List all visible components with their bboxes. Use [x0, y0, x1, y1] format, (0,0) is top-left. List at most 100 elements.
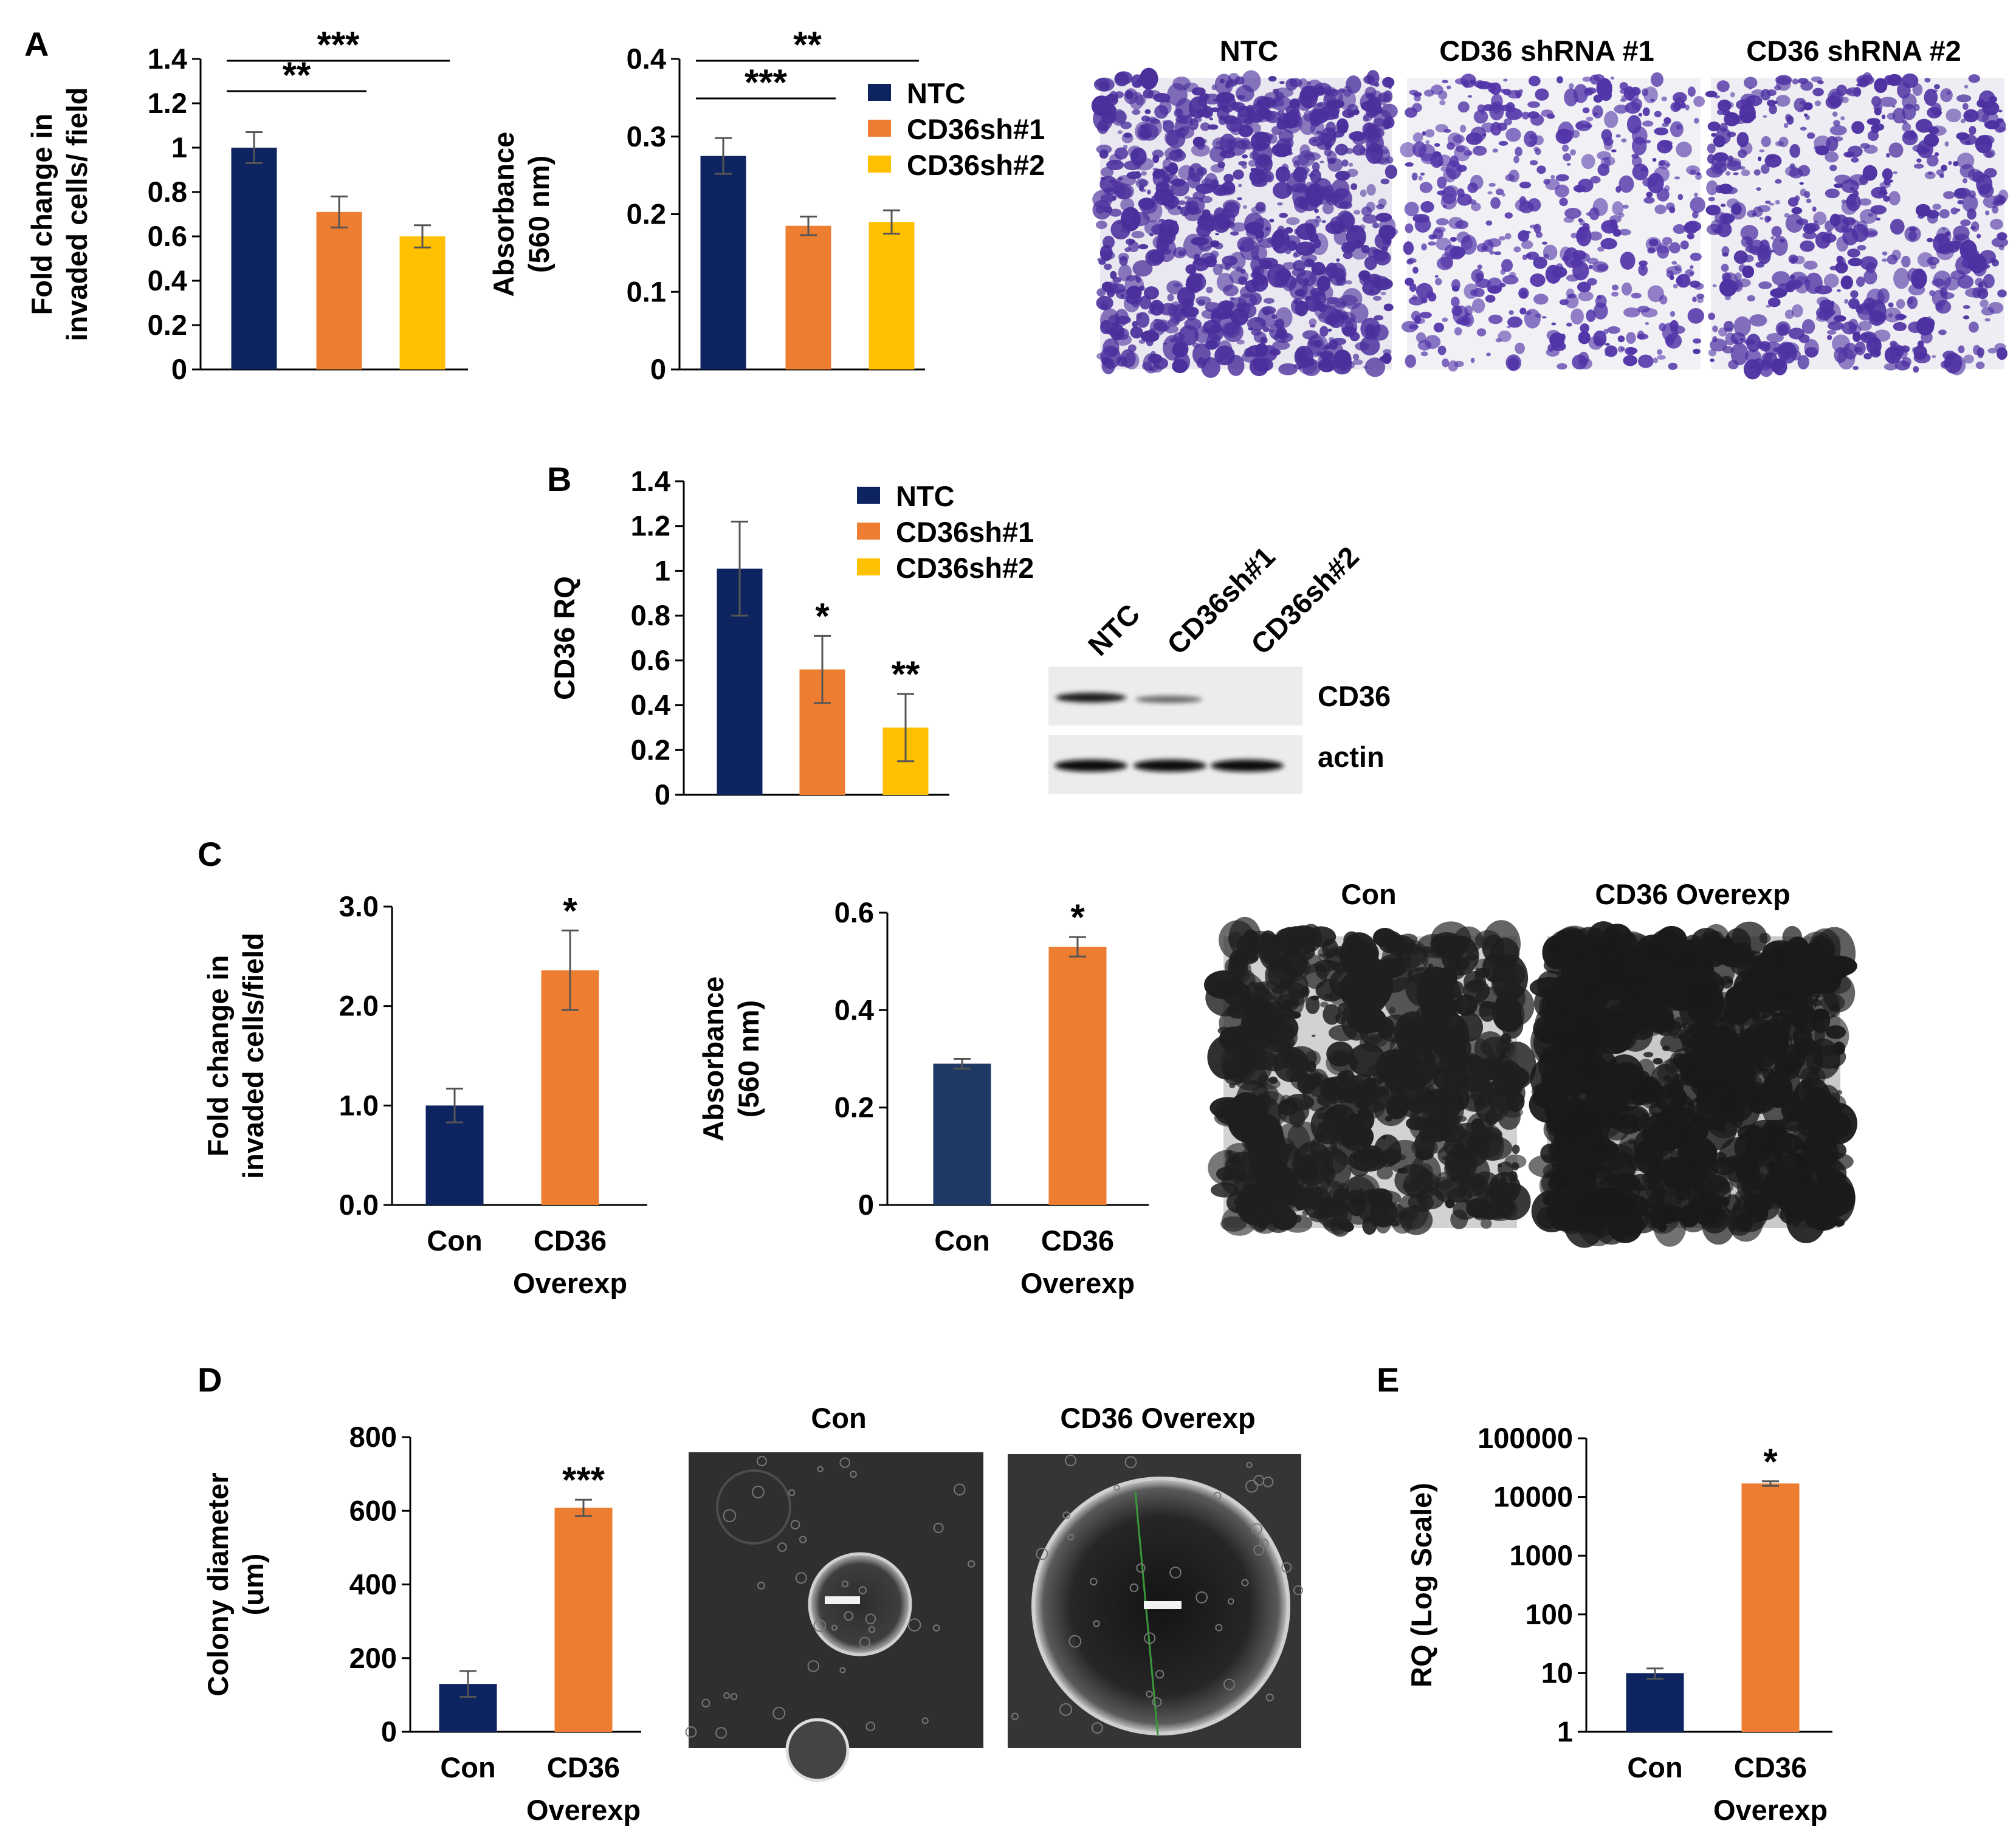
stained-cell	[1832, 334, 1850, 353]
stained-cell	[1795, 1017, 1808, 1027]
stained-cell	[1275, 318, 1285, 330]
significance-label: ***	[317, 24, 360, 65]
stained-cell	[1693, 338, 1702, 344]
stained-cell	[1775, 95, 1791, 107]
stained-cell	[1617, 346, 1624, 353]
stained-cell	[1626, 1173, 1658, 1191]
stained-cell	[1160, 192, 1176, 207]
stained-cell	[1893, 171, 1898, 174]
stained-cell	[1565, 295, 1579, 309]
stained-cell	[1461, 236, 1473, 250]
stained-cell	[1766, 333, 1784, 343]
stained-cell	[1835, 261, 1848, 273]
stained-cell	[1263, 167, 1268, 171]
stained-cell	[1348, 1043, 1386, 1077]
stained-cell	[1487, 191, 1493, 194]
stained-cell	[1315, 960, 1344, 982]
stained-cell	[1756, 187, 1761, 191]
stained-cell	[1915, 118, 1933, 133]
image-header-sh1: CD36 shRNA #1	[1439, 35, 1654, 67]
stained-cell	[1135, 94, 1146, 106]
stained-cell	[1507, 316, 1522, 328]
background-cell	[723, 1692, 730, 1699]
stained-cell	[1146, 116, 1157, 123]
y-axis-label: invaded cells/field	[237, 933, 269, 1179]
stained-cell	[1778, 973, 1784, 980]
stained-cell	[1440, 938, 1465, 961]
stained-cell	[1143, 89, 1154, 99]
stained-cell	[1168, 301, 1184, 320]
stained-cell	[1653, 938, 1659, 945]
stained-cell	[1842, 217, 1856, 225]
stained-cell	[1251, 329, 1262, 336]
stained-cell	[1722, 1003, 1752, 1024]
stained-cell	[1239, 286, 1253, 298]
stained-cell	[1935, 302, 1944, 311]
stained-cell	[1410, 1034, 1434, 1055]
stained-cell	[1915, 204, 1931, 217]
background-cell	[1250, 1523, 1262, 1535]
stained-cell	[1760, 217, 1764, 220]
stained-cell	[1579, 219, 1586, 226]
stained-cell	[1372, 295, 1382, 301]
stained-cell	[1501, 259, 1513, 272]
stained-cell	[1743, 77, 1758, 89]
stained-cell	[1557, 76, 1563, 84]
stained-cell	[1098, 81, 1110, 92]
y-axis-label: (560 nm)	[523, 156, 555, 273]
stained-cell	[1778, 1119, 1783, 1122]
stained-cell	[1815, 232, 1831, 249]
stained-cell	[1460, 74, 1477, 88]
stained-cell	[1365, 324, 1376, 338]
blot-lane-ntc: NTC	[1082, 597, 1146, 662]
stained-cell	[1809, 928, 1841, 968]
stained-cell	[1118, 253, 1129, 262]
stained-cell	[1420, 351, 1428, 357]
stained-cell	[1361, 206, 1372, 216]
stained-cell	[1333, 228, 1348, 245]
stained-cell	[1228, 297, 1247, 311]
background-cell	[1144, 1632, 1156, 1644]
stained-cell	[1334, 1093, 1366, 1114]
stained-cell	[1187, 172, 1201, 189]
stained-cell	[1433, 322, 1445, 333]
stained-cell	[1214, 242, 1223, 250]
stained-cell	[1572, 250, 1587, 261]
stained-cell	[1976, 134, 1995, 146]
y-tick-label: 0	[858, 1189, 874, 1221]
y-tick-label: 400	[349, 1568, 397, 1601]
stained-cell	[1883, 196, 1890, 202]
stained-cell	[1099, 244, 1113, 261]
stained-cell	[1214, 74, 1234, 95]
background-cell	[865, 1721, 876, 1731]
stained-cell	[1859, 198, 1872, 206]
stained-cell	[1316, 275, 1331, 292]
stained-cell	[1238, 184, 1242, 188]
stained-cell	[1840, 225, 1853, 233]
stained-cell	[1428, 1176, 1469, 1199]
stained-cell	[1513, 246, 1521, 253]
stained-cell	[1928, 127, 1935, 131]
stained-cell	[1577, 281, 1591, 293]
stained-cell	[1680, 240, 1689, 250]
stained-cell	[1484, 1179, 1513, 1209]
stained-cell	[1498, 236, 1506, 241]
stained-cell	[1505, 174, 1515, 182]
stained-cell	[1425, 129, 1435, 138]
stained-cell	[1956, 132, 1969, 140]
y-tick-label: 1	[171, 131, 187, 163]
stained-cell	[1566, 322, 1572, 327]
stained-cell	[1692, 211, 1699, 219]
stained-cell	[1618, 228, 1631, 236]
stained-cell	[1723, 321, 1734, 332]
stained-cell	[1747, 295, 1755, 302]
stained-cell	[1114, 147, 1129, 160]
stained-cell	[1784, 992, 1808, 1007]
stained-cell	[1241, 1124, 1278, 1148]
stained-cell	[1586, 921, 1622, 962]
stained-cell	[1223, 201, 1240, 218]
y-tick-label: 0.1	[627, 275, 666, 307]
stained-cell	[1916, 158, 1922, 163]
stained-cell	[1611, 149, 1617, 153]
